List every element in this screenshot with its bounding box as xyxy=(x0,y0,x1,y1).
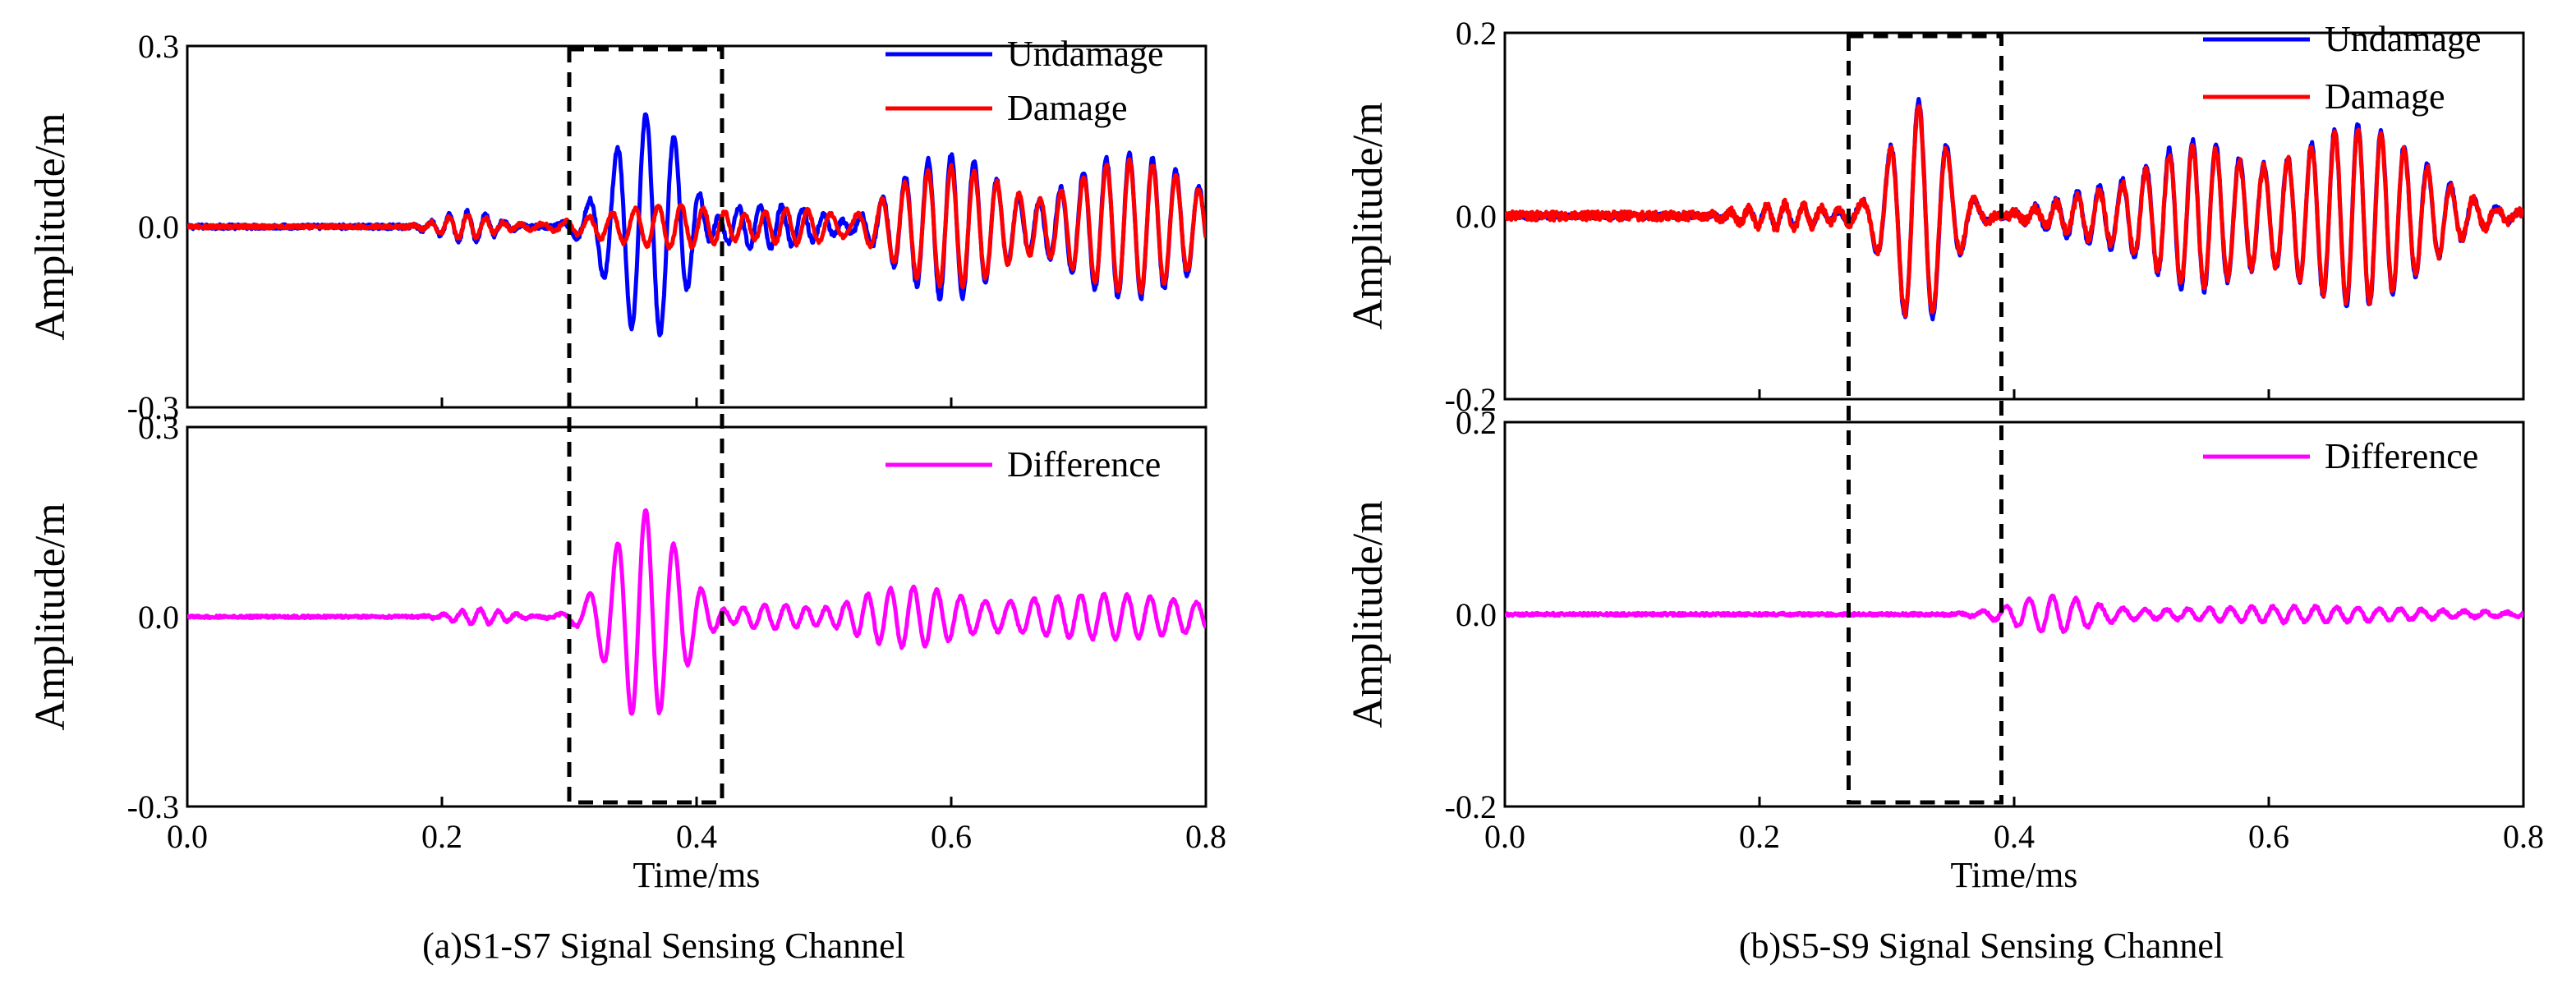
x-tick-label: 0.4 xyxy=(1994,818,2035,855)
x-tick-label: 0.2 xyxy=(1739,818,1780,855)
x-tick-label: 0.0 xyxy=(1484,818,1525,855)
y-tick-label: -0.3 xyxy=(127,389,179,426)
x-tick-label: 0.6 xyxy=(2248,818,2289,855)
x-tick-label: 0.2 xyxy=(421,818,462,855)
y-axis-label: Amplitude/m xyxy=(1345,102,1392,329)
x-tick-label: 0.4 xyxy=(676,818,717,855)
x-axis-label: Time/ms xyxy=(633,855,761,895)
x-tick-label: 0.6 xyxy=(931,818,972,855)
y-tick-label: 0.3 xyxy=(138,409,179,446)
y-axis-label: Amplitude/m xyxy=(27,503,74,730)
legend-label-undamage: Undamage xyxy=(1007,34,1164,74)
x-axis-label: Time/ms xyxy=(1951,855,2078,895)
y-tick-label: 0.0 xyxy=(138,599,179,636)
y-axis-label: Amplitude/m xyxy=(1345,500,1392,728)
panel-b: 0.20.0-0.2Amplitude/mUndamageDamage0.20.… xyxy=(1345,15,2544,966)
y-tick-label: 0.3 xyxy=(138,28,179,65)
panel-a: 0.30.0-0.3Amplitude/mUndamageDamage0.30.… xyxy=(27,28,1226,966)
y-tick-label: 0.0 xyxy=(1456,596,1497,633)
y-tick-label: 0.0 xyxy=(1456,198,1497,235)
legend-label-damage: Damage xyxy=(1007,88,1128,128)
highlight-dashed-box xyxy=(567,47,724,805)
y-axis-label: Amplitude/m xyxy=(27,113,74,340)
x-tick-label: 0.0 xyxy=(167,818,208,855)
legend-label-difference: Difference xyxy=(2325,436,2478,476)
x-tick-label: 0.8 xyxy=(1185,818,1226,855)
series-line-difference xyxy=(1505,593,2523,634)
legend-label-difference: Difference xyxy=(1007,444,1161,485)
series-line-damage xyxy=(187,157,1206,295)
y-tick-label: -0.2 xyxy=(1445,788,1497,825)
legend-label-undamage: Undamage xyxy=(2325,19,2482,59)
highlight-dashed-box xyxy=(1847,34,2003,805)
x-tick-label: 0.8 xyxy=(2503,818,2544,855)
panel-caption: (b)S5-S9 Signal Sensing Channel xyxy=(1739,926,2224,966)
y-tick-label: -0.3 xyxy=(127,788,179,825)
legend-label-damage: Damage xyxy=(2325,76,2445,117)
y-tick-label: 0.2 xyxy=(1456,404,1497,441)
series-line-damage xyxy=(1505,104,2523,319)
y-tick-label: -0.2 xyxy=(1445,381,1497,418)
series-line-difference xyxy=(187,508,1206,716)
panel-caption: (a)S1-S7 Signal Sensing Channel xyxy=(422,926,905,966)
y-tick-label: 0.2 xyxy=(1456,15,1497,52)
y-tick-label: 0.0 xyxy=(138,209,179,246)
